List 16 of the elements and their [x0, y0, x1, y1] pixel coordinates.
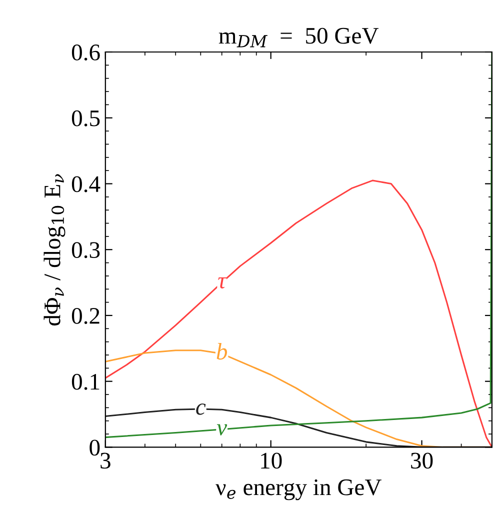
x-tick-label: 30 — [411, 452, 433, 469]
x-tick-label: 3 — [100, 452, 110, 469]
y-tick-label: 0.5 — [72, 110, 100, 126]
y-tick-label: 0.4 — [72, 176, 100, 192]
chart-title: m$_{DM}$ = 50 GeV — [218, 28, 379, 48]
y-tick-label: 0 — [90, 440, 100, 456]
series-label: ν — [216, 424, 228, 436]
x-tick-label: 10 — [261, 452, 282, 469]
y-tick-label: 0.3 — [72, 242, 100, 258]
y-tick-label: 0.1 — [72, 374, 100, 390]
y-axis-title: dΦ$_{ν}$ / dlog$_{10}$ E$_{ν}$ — [44, 174, 66, 326]
series-label: c — [196, 404, 206, 415]
x-axis-title: ν$_{e}$ energy in GeV — [216, 479, 382, 500]
y-tick-label: 0.6 — [72, 44, 100, 61]
y-tick-label: 0.2 — [72, 308, 100, 324]
series-label: b — [216, 342, 228, 360]
